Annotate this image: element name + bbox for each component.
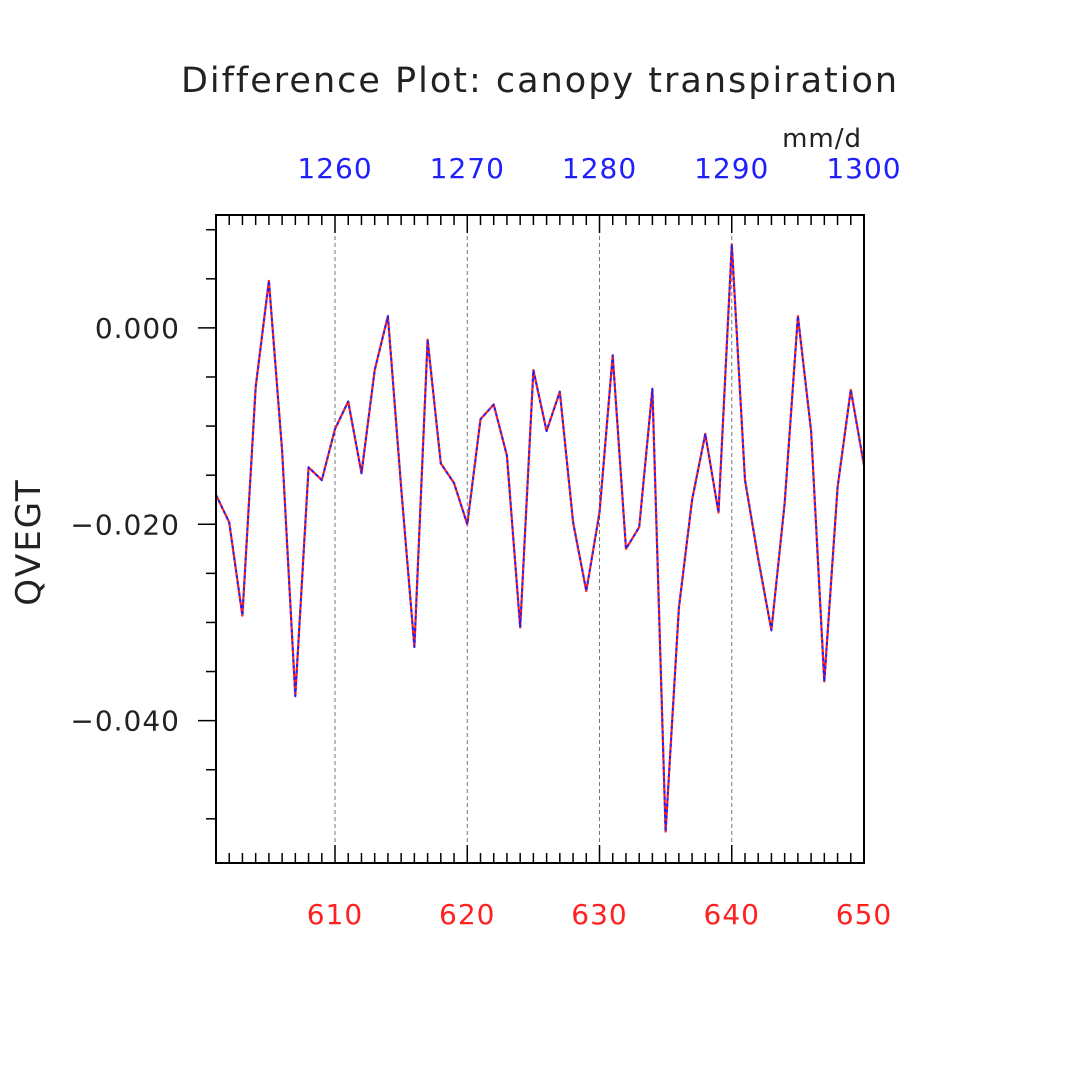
y-axis-label: QVEGT (9, 478, 49, 605)
top-x-tick-labels: 1260 1270 1280 1290 1300 (297, 152, 901, 185)
units-label: mm/d (782, 124, 862, 154)
plot-frame (215, 214, 865, 864)
top-x-tick-label: 1270 (430, 152, 505, 185)
x-tick-label: 650 (836, 898, 892, 931)
x-tick-labels: 610 620 630 640 650 (307, 898, 892, 931)
vertical-grid (334, 215, 733, 863)
chart-title: Difference Plot: canopy transpiration (181, 61, 899, 101)
top-x-tick-label: 1290 (694, 152, 769, 185)
series-group (215, 243, 866, 833)
y-tick-label: 0.000 (95, 312, 180, 345)
x-tick-label: 640 (704, 898, 760, 931)
y-tick-labels: 0.000 −0.020 −0.040 (70, 312, 180, 738)
series-line-2 (215, 243, 865, 833)
y-tick-label: −0.040 (70, 705, 180, 738)
top-x-tick-label: 1300 (826, 152, 901, 185)
top-x-tick-label: 1260 (297, 152, 372, 185)
x-tick-label: 630 (571, 898, 627, 931)
y-tick-label: −0.020 (70, 508, 180, 541)
x-tick-label: 620 (439, 898, 495, 931)
top-x-tick-label: 1280 (562, 152, 637, 185)
x-tick-label: 610 (307, 898, 363, 931)
